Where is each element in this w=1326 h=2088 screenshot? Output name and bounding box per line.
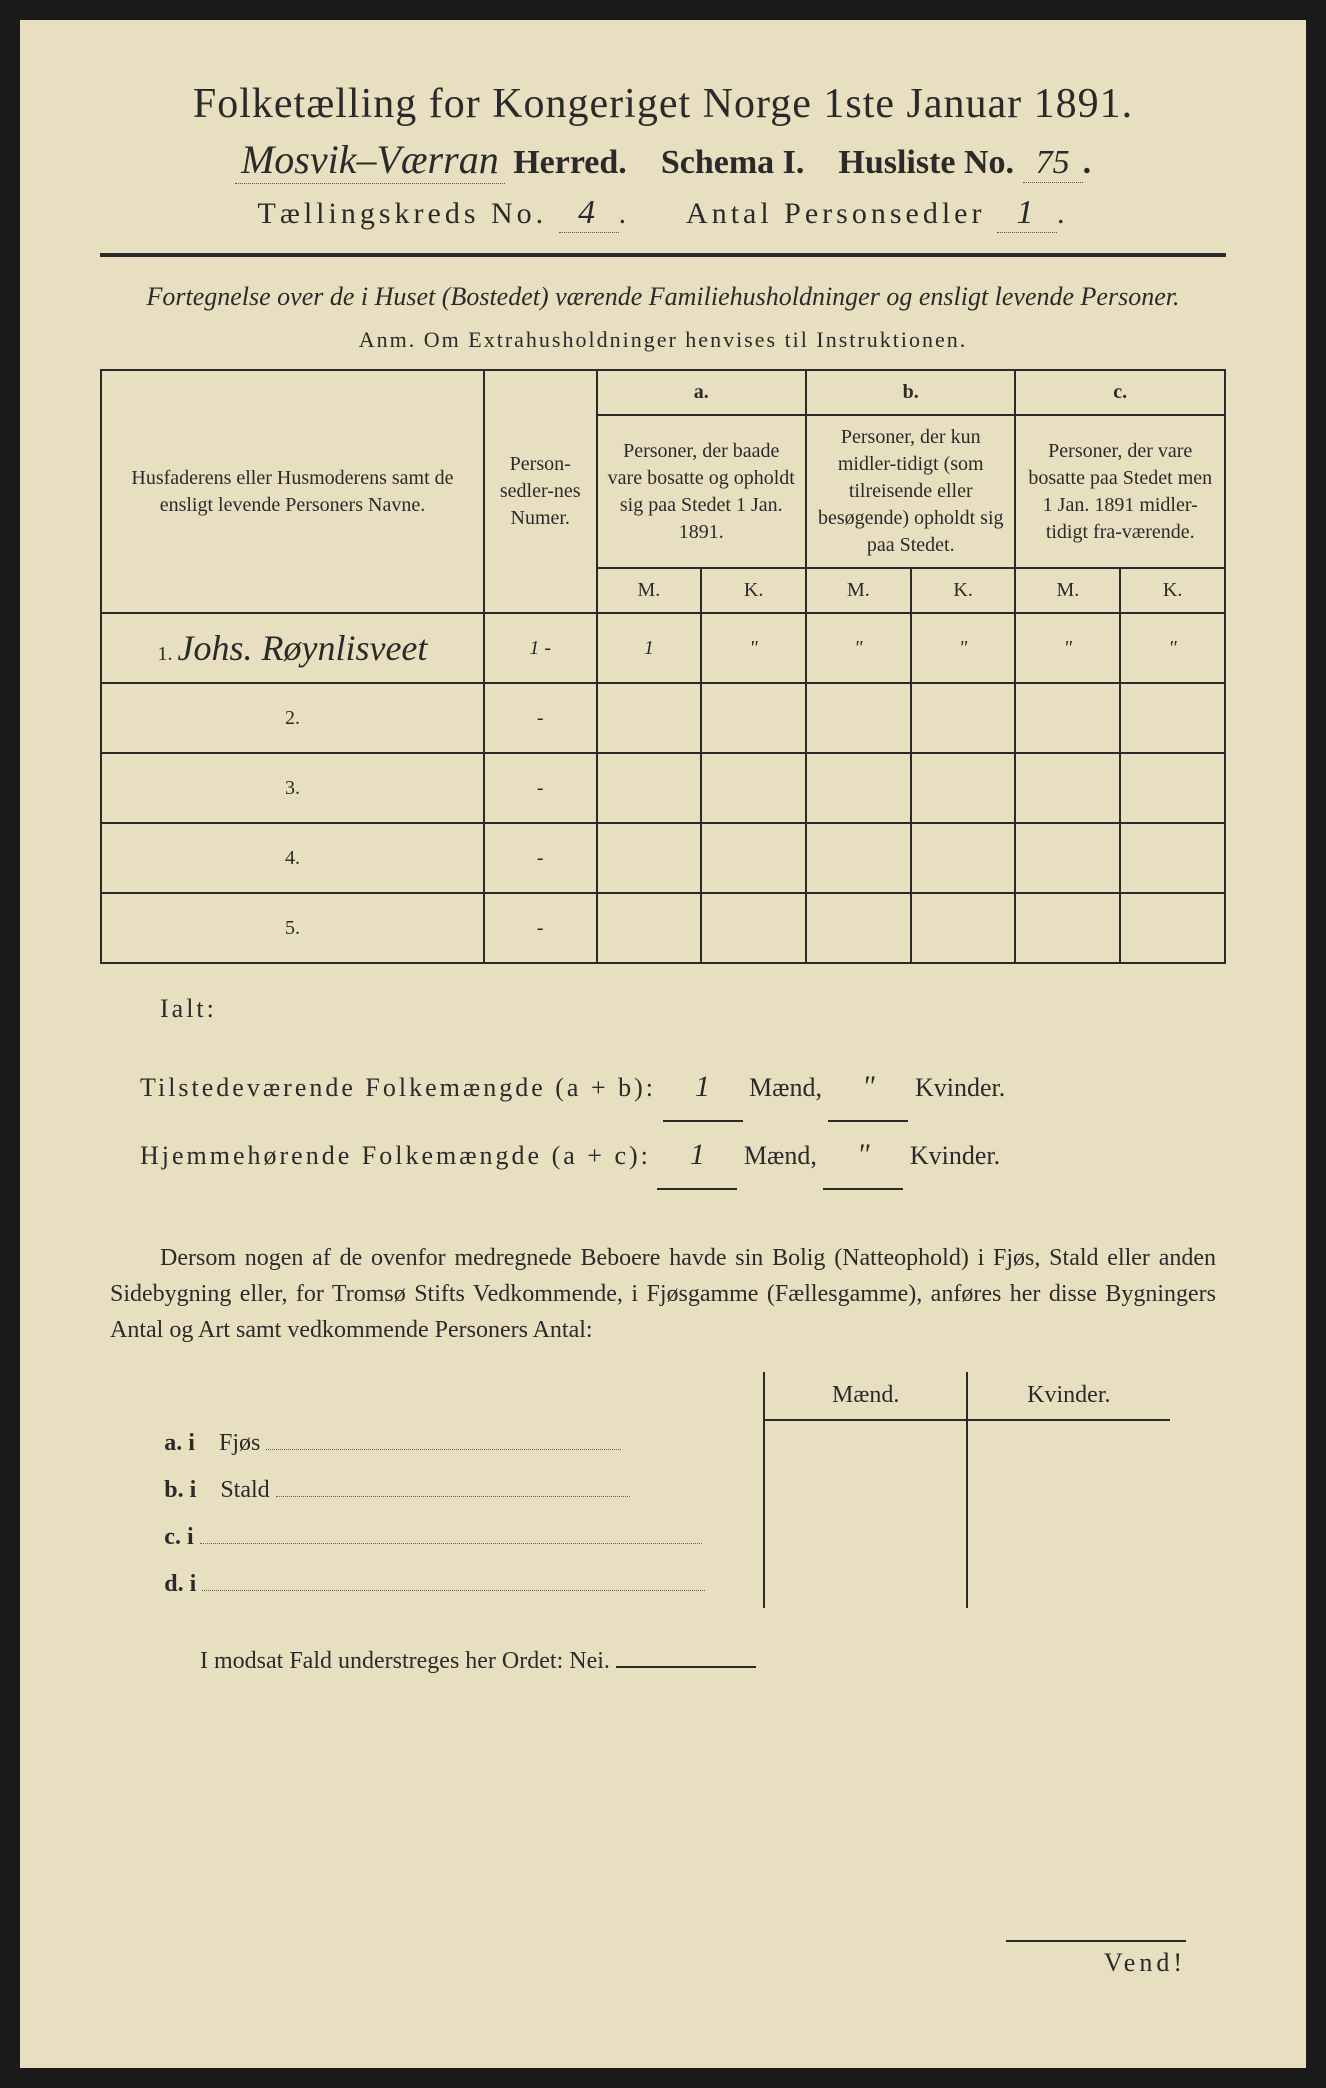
- building-paragraph: Dersom nogen af de ovenfor medregnede Be…: [110, 1240, 1216, 1348]
- col-header-names: Husfaderens eller Husmoderens samt de en…: [101, 370, 484, 613]
- col-a-m: M.: [597, 568, 702, 613]
- herred-handwritten: Mosvik–Værran: [235, 136, 505, 184]
- col-header-num: Person-sedler-nes Numer.: [484, 370, 597, 613]
- kreds-number: 4: [559, 194, 619, 233]
- table-row: 4. -: [101, 823, 1225, 893]
- form-subtitle: Fortegnelse over de i Huset (Bostedet) v…: [100, 279, 1226, 315]
- building-row: c. i: [156, 1514, 1169, 1561]
- herred-label: Herred.: [513, 144, 627, 181]
- table-row: 3. -: [101, 753, 1225, 823]
- modsat-line: I modsat Fald understreges her Ordet: Ne…: [200, 1648, 1226, 1675]
- schema-label: Schema I.: [661, 144, 805, 181]
- col-b-desc: Personer, der kun midler-tidigt (som til…: [806, 415, 1015, 568]
- hjemme-m: 1: [657, 1122, 737, 1190]
- tilstede-label: Tilstedeværende Folkemængde (a + b):: [140, 1073, 656, 1102]
- totals-block: Tilstedeværende Folkemængde (a + b): 1 M…: [140, 1054, 1186, 1190]
- table-row: 2. -: [101, 683, 1225, 753]
- main-title: Folketælling for Kongeriget Norge 1ste J…: [100, 80, 1226, 128]
- vend-label: Vend!: [1006, 1940, 1186, 1978]
- husliste-number: 75: [1023, 144, 1083, 183]
- building-row: d. i: [156, 1561, 1169, 1608]
- hjemme-k: ": [823, 1122, 903, 1190]
- col-c-top: c.: [1015, 370, 1225, 415]
- census-table-body: 1. Johs. Røynlisveet 1 - 1 " " " " " 2. …: [101, 613, 1225, 963]
- bhdr-k: Kvinder.: [967, 1372, 1170, 1420]
- table-row: 5. -: [101, 893, 1225, 963]
- antal-label: Antal Personsedler: [686, 197, 985, 230]
- ialt-label: Ialt:: [160, 994, 1226, 1024]
- hjemme-label: Hjemmehørende Folkemængde (a + c):: [140, 1141, 651, 1170]
- col-b-top: b.: [806, 370, 1015, 415]
- tilstede-m: 1: [663, 1054, 743, 1122]
- anm-note: Anm. Om Extrahusholdninger henvises til …: [100, 327, 1226, 353]
- building-table: Mænd. Kvinder. a. i Fjøs b. i Stald c. i…: [156, 1372, 1169, 1608]
- col-a-top: a.: [597, 370, 806, 415]
- header-line-3: Tællingskreds No. 4. Antal Personsedler …: [100, 194, 1226, 233]
- col-c-desc: Personer, der vare bosatte paa Stedet me…: [1015, 415, 1225, 568]
- census-table: Husfaderens eller Husmoderens samt de en…: [100, 369, 1226, 964]
- census-form-page: Folketælling for Kongeriget Norge 1ste J…: [20, 20, 1306, 2068]
- col-b-m: M.: [806, 568, 911, 613]
- col-c-k: K.: [1120, 568, 1225, 613]
- divider-rule: [100, 253, 1226, 257]
- antal-value: 1: [997, 194, 1057, 233]
- table-row: 1. Johs. Røynlisveet 1 - 1 " " " " ": [101, 613, 1225, 683]
- col-a-k: K.: [701, 568, 806, 613]
- col-c-m: M.: [1015, 568, 1120, 613]
- bhdr-m: Mænd.: [764, 1372, 967, 1420]
- col-a-desc: Personer, der baade vare bosatte og opho…: [597, 415, 806, 568]
- kreds-label: Tællingskreds No.: [258, 197, 548, 230]
- building-row: b. i Stald: [156, 1467, 1169, 1514]
- husliste-label: Husliste No.: [838, 144, 1014, 181]
- col-b-k: K.: [911, 568, 1016, 613]
- header-line-2: Mosvik–Værran Herred. Schema I. Husliste…: [100, 136, 1226, 184]
- building-row: a. i Fjøs: [156, 1420, 1169, 1467]
- tilstede-k: ": [828, 1054, 908, 1122]
